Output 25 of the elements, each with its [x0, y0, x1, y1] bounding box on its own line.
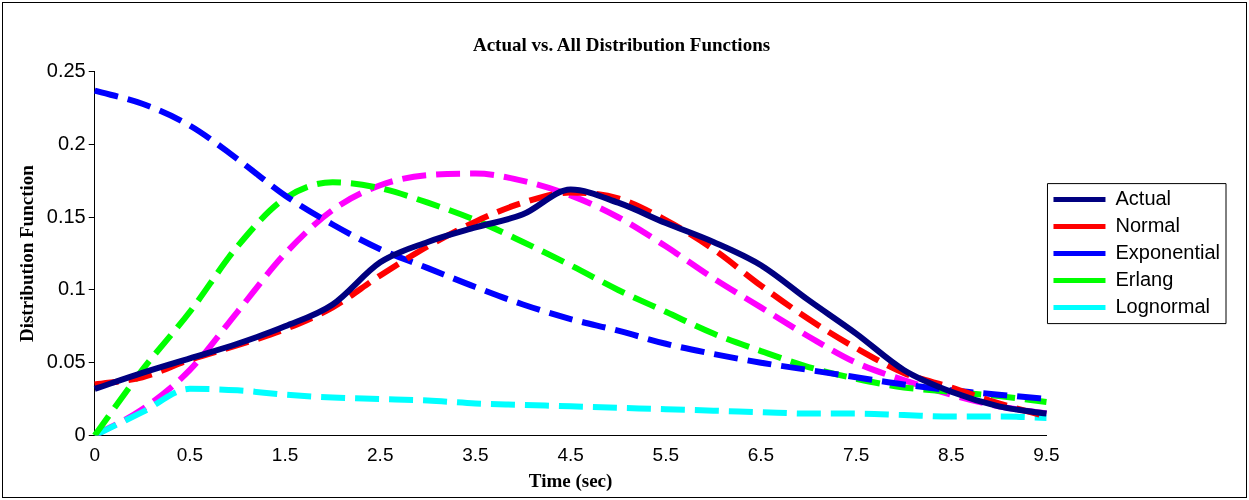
- x-axis-title: Time (sec): [528, 469, 613, 492]
- chart-title: Actual vs. All Distribution Functions: [472, 34, 771, 56]
- x-tick-label: 1.5: [271, 444, 299, 466]
- y-tick-label: 0.25: [46, 59, 86, 82]
- x-tick-label: 3.5: [462, 444, 489, 466]
- y-tick-label: 0: [74, 422, 86, 445]
- y-tick-label: 0.2: [57, 132, 86, 155]
- y-tick-label: 0.05: [46, 350, 86, 373]
- x-tick-label: 5.5: [652, 444, 679, 466]
- legend-label: Lognormal: [1115, 295, 1210, 318]
- x-tick-label: 0.5: [176, 444, 204, 466]
- x-tick-label: 7.5: [842, 444, 870, 466]
- x-tick-label: 0: [89, 444, 101, 466]
- legend-label: Erlang: [1115, 268, 1174, 291]
- y-axis-title: Distribution Function: [16, 164, 38, 343]
- y-tick-label: 0.1: [57, 277, 86, 300]
- x-tick-label: 2.5: [367, 444, 394, 466]
- x-tick-label: 4.5: [557, 444, 584, 466]
- legend-label: Actual: [1115, 187, 1172, 210]
- y-tick-label: 0.15: [46, 204, 86, 227]
- x-tick-label: 9.5: [1033, 444, 1060, 466]
- legend-label: Normal: [1115, 214, 1180, 237]
- legend-label: Exponential: [1115, 241, 1221, 264]
- x-tick-label: 8.5: [938, 444, 965, 466]
- x-tick-label: 6.5: [747, 444, 775, 466]
